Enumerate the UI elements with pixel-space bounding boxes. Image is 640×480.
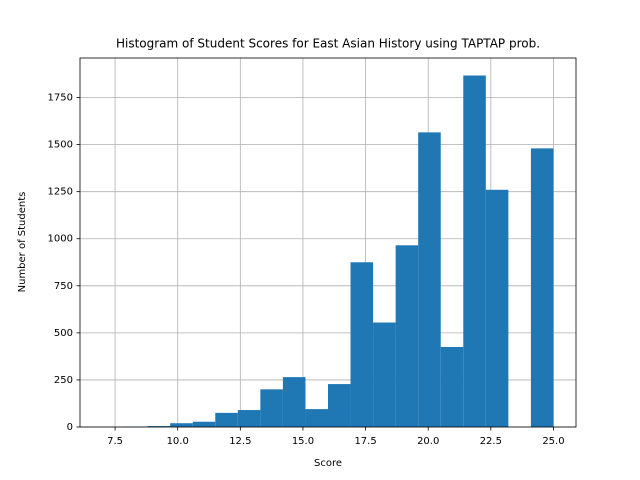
- y-axis-label: Number of Students: [17, 192, 28, 293]
- bar: [350, 262, 374, 427]
- x-tick-label: 12.5: [229, 436, 251, 447]
- bar: [395, 245, 419, 427]
- x-axis-label: Score: [314, 458, 342, 469]
- ticks: 7.5 10.0 12.5 15.0 17.5 20.0 22.5 25.0 0 250 500 75…: [48, 93, 565, 447]
- plot-frame: [79, 57, 577, 428]
- bar: [260, 389, 283, 427]
- y-tick-label: 0: [67, 422, 73, 433]
- x-tick-label: 22.5: [480, 436, 502, 447]
- bar: [373, 322, 396, 427]
- x-tick-label: 20.0: [417, 436, 439, 447]
- bar: [418, 132, 441, 427]
- bar: [530, 148, 554, 427]
- chart-title: Histogram of Student Scores for East Asi…: [116, 37, 540, 51]
- bar: [463, 75, 486, 428]
- bar: [192, 421, 216, 427]
- y-tick-label: 1250: [48, 187, 73, 198]
- y-tick-label: 1750: [48, 93, 73, 104]
- y-tick-label: 1500: [48, 140, 73, 151]
- y-tick-label: 750: [54, 281, 73, 292]
- y-tick-label: 1000: [48, 234, 73, 245]
- x-tick-label: 7.5: [107, 436, 123, 447]
- bars: [125, 75, 554, 428]
- bar: [485, 189, 509, 427]
- x-tick-label: 10.0: [167, 436, 189, 447]
- bar: [170, 423, 193, 427]
- y-tick-label: 250: [54, 375, 73, 386]
- y-tick-label: 500: [54, 328, 73, 339]
- bar: [215, 412, 238, 427]
- x-tick-label: 15.0: [292, 436, 314, 447]
- bar: [305, 409, 328, 427]
- bar: [440, 346, 464, 427]
- bar: [328, 384, 351, 427]
- bar: [147, 426, 171, 427]
- bar: [282, 377, 306, 427]
- x-tick-label: 17.5: [354, 436, 376, 447]
- x-tick-label: 25.0: [542, 436, 564, 447]
- bar: [237, 410, 261, 427]
